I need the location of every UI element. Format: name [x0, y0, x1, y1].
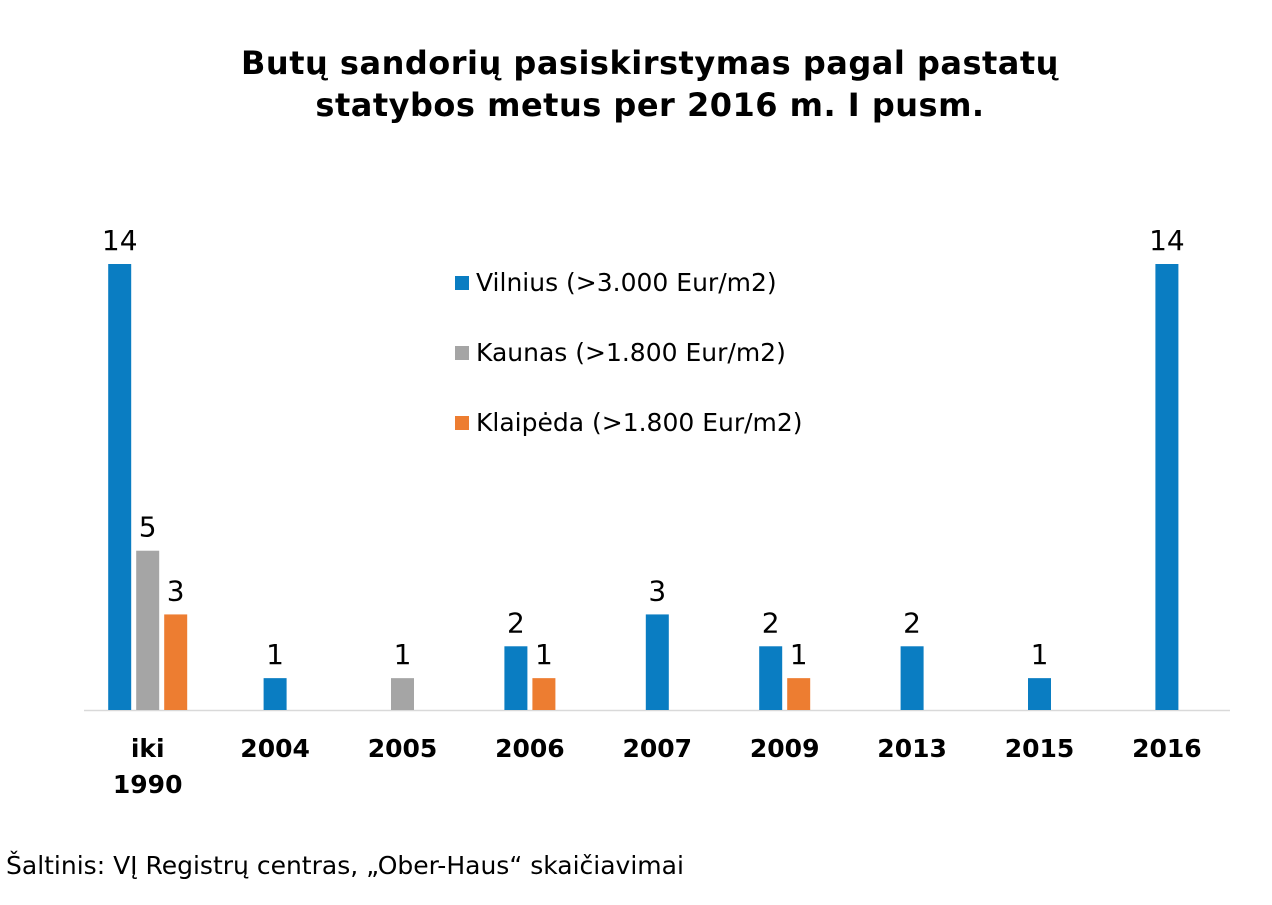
- bar: [645, 614, 669, 710]
- bar: [391, 678, 414, 710]
- bar: [759, 646, 783, 710]
- data-label: 1: [790, 638, 808, 671]
- source-note: Šaltinis: VĮ Registrų centras, „Ober-Hau…: [6, 851, 684, 880]
- data-label: 1: [535, 638, 553, 671]
- data-label: 1: [1031, 638, 1049, 671]
- data-label: 5: [139, 511, 157, 544]
- x-tick-label: iki: [131, 734, 165, 763]
- chart-title-line-1: Butų sandorių pasiskirstymas pagal pasta…: [241, 44, 1059, 82]
- legend-swatch-klaipeda: [455, 416, 469, 430]
- data-label: 2: [507, 606, 525, 639]
- legend-swatch-vilnius: [455, 276, 469, 290]
- x-tick-label: 2013: [877, 734, 947, 763]
- data-label: 14: [102, 224, 138, 257]
- legend-label-klaipeda: Klaipėda (>1.800 Eur/m2): [476, 408, 803, 437]
- bar: [263, 678, 287, 710]
- data-label: 2: [903, 606, 921, 639]
- bar: [900, 646, 924, 710]
- data-label: 3: [648, 574, 666, 607]
- x-tick-label: 2015: [1005, 734, 1075, 763]
- x-tick-label: 2016: [1132, 734, 1202, 763]
- data-label: 14: [1149, 224, 1185, 257]
- data-label: 2: [762, 606, 780, 639]
- x-tick-label: 1990: [113, 770, 183, 799]
- bar: [1155, 264, 1179, 710]
- chart-title: Butų sandorių pasiskirstymas pagal pasta…: [0, 42, 1272, 126]
- chart-title-line-2: statybos metus per 2016 m. I pusm.: [315, 86, 985, 124]
- bar: [532, 678, 556, 710]
- legend-swatch-kaunas: [455, 346, 469, 360]
- bar: [164, 614, 188, 710]
- bar: [504, 646, 528, 710]
- bar: [108, 264, 132, 710]
- legend-label-vilnius: Vilnius (>3.000 Eur/m2): [476, 268, 777, 297]
- x-tick-label: 2007: [623, 734, 693, 763]
- x-tick-label: 2006: [495, 734, 565, 763]
- bar: [1028, 678, 1051, 710]
- data-label: 1: [394, 638, 412, 671]
- bar: [787, 678, 811, 710]
- legend-label-kaunas: Kaunas (>1.800 Eur/m2): [476, 338, 786, 367]
- bar: [136, 550, 160, 710]
- data-label: 3: [167, 574, 185, 607]
- x-tick-label: 2004: [240, 734, 310, 763]
- x-tick-label: 2005: [368, 734, 438, 763]
- x-tick-label: 2009: [750, 734, 820, 763]
- data-label: 1: [266, 638, 284, 671]
